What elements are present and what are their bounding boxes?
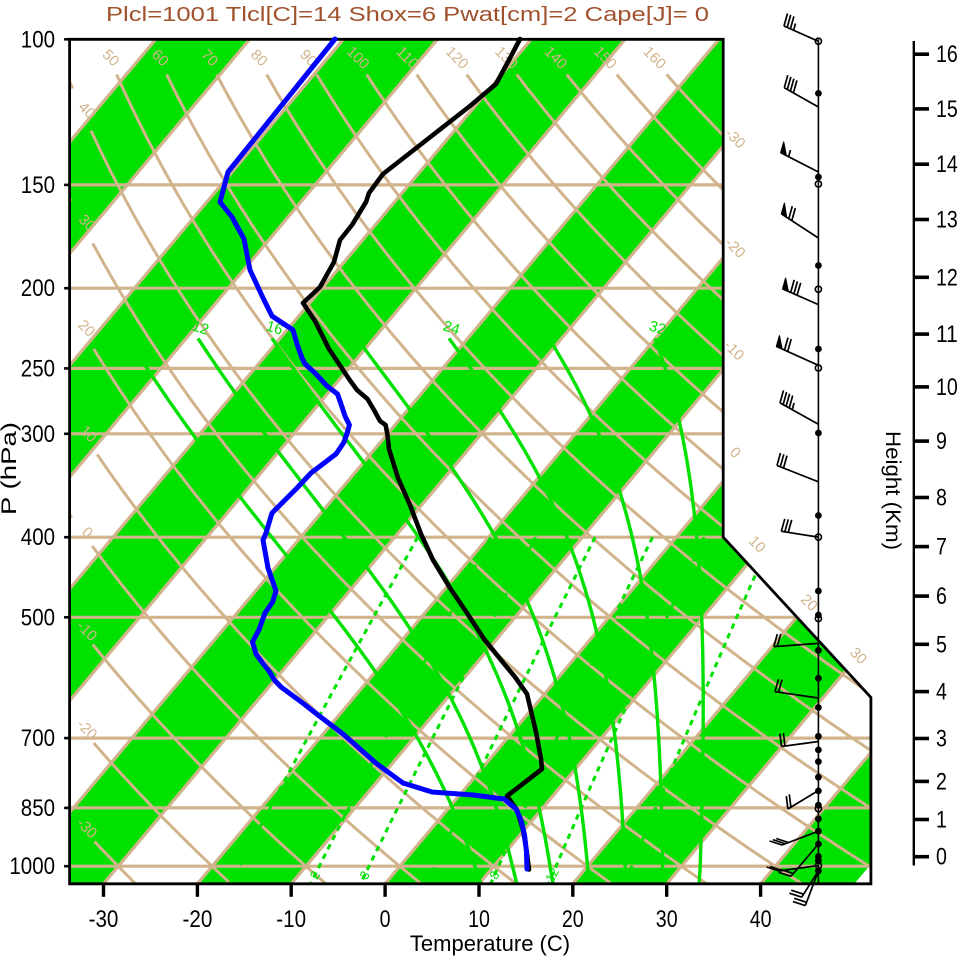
svg-text:1000: 1000	[9, 853, 55, 880]
svg-text:14: 14	[936, 151, 958, 178]
svg-text:300: 300	[21, 421, 55, 448]
svg-text:150: 150	[21, 172, 55, 199]
svg-text:12: 12	[936, 264, 958, 291]
svg-text:Height (Km): Height (Km)	[881, 431, 904, 550]
svg-text:28: 28	[541, 317, 562, 338]
svg-text:Temperature (C): Temperature (C)	[410, 931, 570, 956]
svg-text:-30: -30	[89, 906, 119, 933]
svg-text:P (hPa): P (hPa)	[0, 422, 21, 515]
svg-text:850: 850	[21, 795, 55, 822]
svg-text:700: 700	[21, 725, 55, 752]
svg-text:3: 3	[936, 726, 947, 753]
svg-text:15: 15	[936, 96, 958, 123]
svg-text:10: 10	[468, 906, 490, 933]
svg-text:100: 100	[21, 26, 55, 53]
svg-text:12: 12	[542, 865, 562, 885]
svg-text:0: 0	[380, 906, 391, 933]
svg-text:5: 5	[936, 631, 947, 658]
svg-text:250: 250	[21, 355, 55, 382]
svg-text:2: 2	[936, 768, 947, 795]
svg-text:4: 4	[936, 679, 947, 706]
svg-text:200: 200	[21, 275, 55, 302]
svg-text:10: 10	[936, 374, 958, 401]
svg-text:1: 1	[936, 807, 947, 834]
svg-text:500: 500	[21, 604, 55, 631]
svg-text:40: 40	[750, 906, 772, 933]
svg-text:30: 30	[656, 906, 678, 933]
svg-text:32: 32	[647, 317, 668, 338]
svg-text:-20: -20	[183, 906, 213, 933]
svg-text:400: 400	[21, 524, 55, 551]
svg-text:16: 16	[936, 41, 958, 68]
svg-text:7: 7	[936, 534, 947, 561]
svg-text:20: 20	[618, 865, 638, 885]
svg-text:Plcl=1001 Tlcl[C]=14 Shox=6 Pw: Plcl=1001 Tlcl[C]=14 Shox=6 Pwat[cm]=2 C…	[106, 4, 709, 26]
svg-text:8: 8	[936, 485, 947, 512]
svg-text:20: 20	[562, 906, 584, 933]
svg-text:24: 24	[441, 317, 462, 338]
svg-text:11: 11	[936, 321, 958, 348]
svg-text:20: 20	[349, 317, 370, 338]
svg-text:6: 6	[936, 583, 947, 610]
svg-text:-10: -10	[276, 906, 306, 933]
svg-text:0: 0	[936, 844, 947, 871]
svg-text:12: 12	[190, 317, 211, 338]
svg-text:9: 9	[936, 428, 947, 455]
svg-text:13: 13	[936, 207, 958, 234]
